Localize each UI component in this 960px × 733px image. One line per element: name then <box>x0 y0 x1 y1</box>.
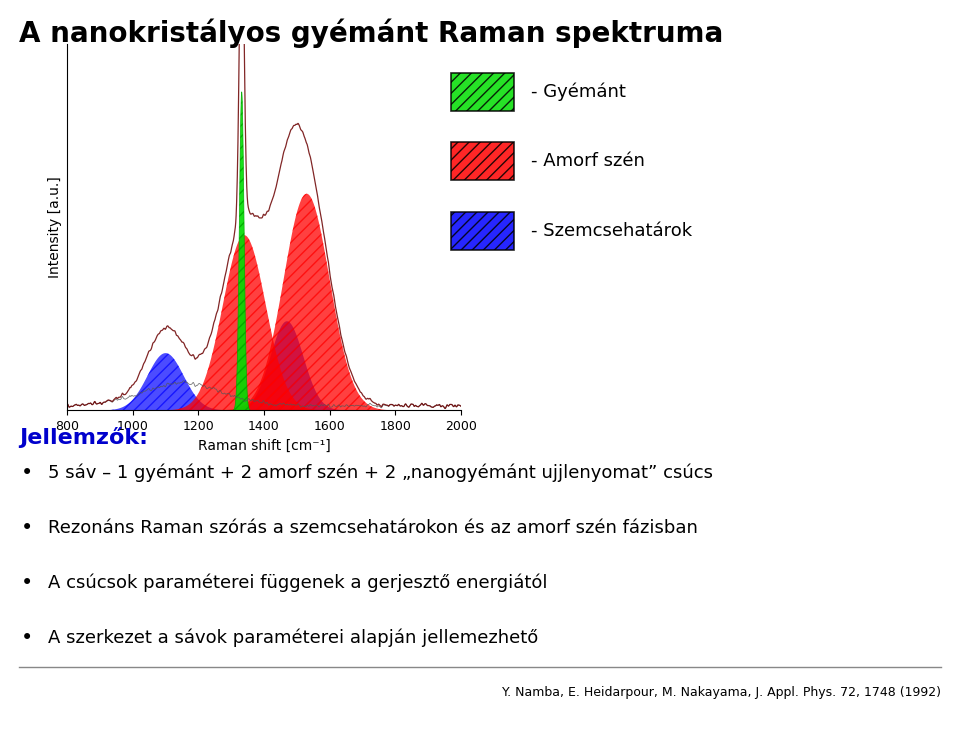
Y-axis label: Intensity [a.u.]: Intensity [a.u.] <box>48 177 61 278</box>
Text: A csúcsok paraméterei függenek a gerjesztő energiától: A csúcsok paraméterei függenek a gerjesz… <box>48 573 547 592</box>
X-axis label: Raman shift [cm⁻¹]: Raman shift [cm⁻¹] <box>198 439 330 453</box>
Text: •: • <box>21 517 34 538</box>
Text: - Szemcsehatárok: - Szemcsehatárok <box>531 222 692 240</box>
Text: Rezonáns Raman szórás a szemcsehatárokon és az amorf szén fázisban: Rezonáns Raman szórás a szemcsehatárokon… <box>48 519 698 537</box>
Text: Jellemzők:: Jellemzők: <box>19 427 148 448</box>
Text: - Amorf szén: - Amorf szén <box>531 152 645 170</box>
Text: •: • <box>21 463 34 483</box>
Text: - Gyémánt: - Gyémánt <box>531 82 626 101</box>
Text: Y. Namba, E. Heidarpour, M. Nakayama, J. Appl. Phys. 72, 1748 (1992): Y. Namba, E. Heidarpour, M. Nakayama, J.… <box>502 686 941 699</box>
Text: A nanokristályos gyémánt Raman spektruma: A nanokristályos gyémánt Raman spektruma <box>19 18 724 48</box>
Text: •: • <box>21 627 34 648</box>
Text: A szerkezet a sávok paraméterei alapján jellemezhető: A szerkezet a sávok paraméterei alapján … <box>48 628 539 647</box>
Text: 5 sáv – 1 gyémánt + 2 amorf szén + 2 „nanogyémánt ujjlenyomat” csúcs: 5 sáv – 1 gyémánt + 2 amorf szén + 2 „na… <box>48 463 713 482</box>
Text: •: • <box>21 572 34 593</box>
